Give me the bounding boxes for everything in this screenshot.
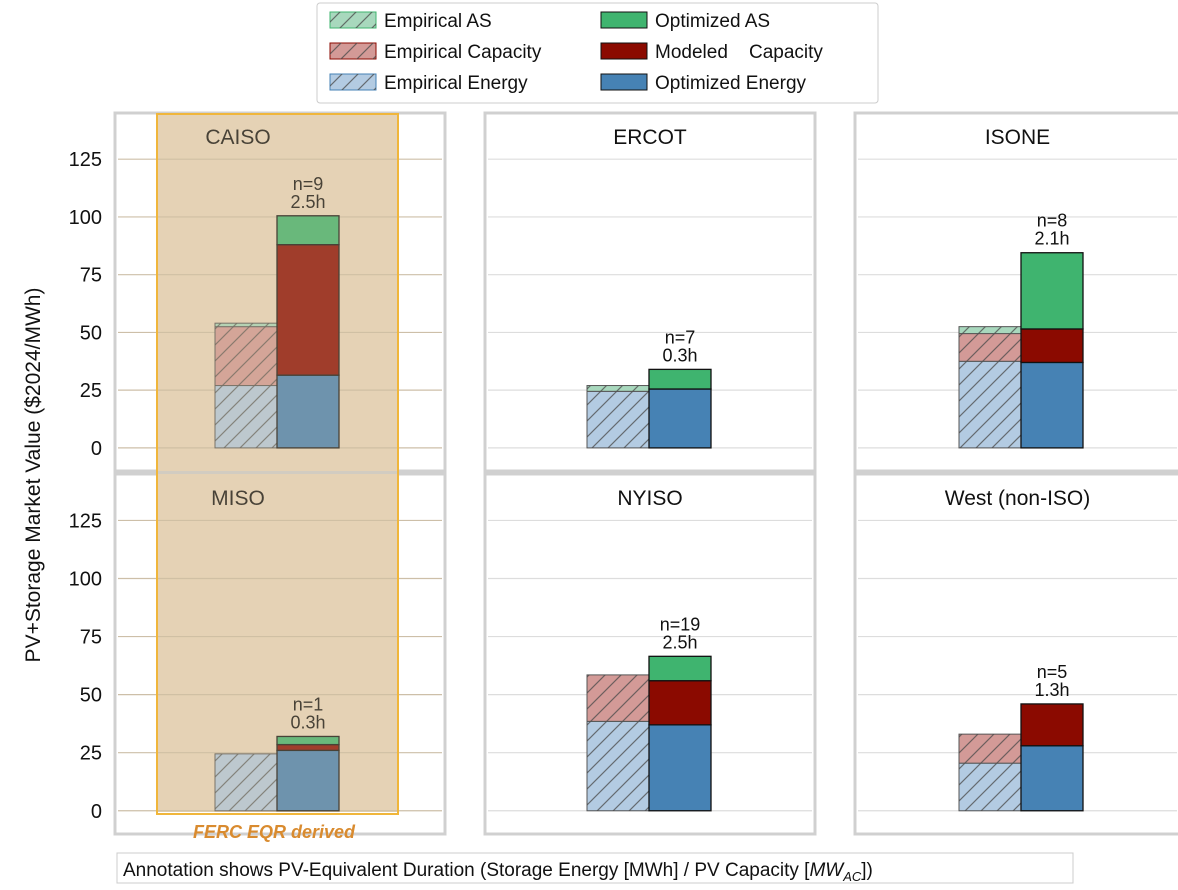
panel-caiso: CAISO n=92.5h [113, 111, 447, 473]
bar-empirical-energy-hatch [959, 361, 1021, 448]
footnote-unit-sub: AC [842, 869, 862, 884]
annotation-n: n=8 [1037, 211, 1068, 231]
panel-title: ERCOT [613, 126, 687, 149]
legend-item-empirical-as: Empirical AS [329, 11, 492, 32]
bar-optimized-capacity [648, 680, 712, 726]
y-tick-label: 0 [91, 438, 102, 460]
y-tick-label: 25 [80, 380, 102, 402]
bar-empirical-energy-hatch [959, 763, 1021, 811]
legend-swatch-optimized-as [600, 11, 648, 29]
bar-optimized-as [648, 368, 712, 390]
panel-west-non-iso: West (non-ISO) n=51.3h [853, 472, 1178, 836]
y-tick-label: 25 [80, 743, 102, 765]
bar-empirical-as-hatch [215, 323, 277, 327]
annotation-duration: 0.3h [662, 345, 697, 365]
legend-item-optimized-as: Optimized AS [600, 11, 770, 32]
bar-empirical-capacity-hatch [587, 674, 649, 722]
svg-text:Annotation shows PV-Equivalent: Annotation shows PV-Equivalent Duration … [123, 860, 873, 884]
legend-label-optimized-energy: Optimized Energy [655, 73, 807, 94]
bar-empirical-capacity-hatch [959, 333, 1021, 362]
bar-empirical-capacity-hatch [215, 326, 277, 386]
bar-empirical-as-hatch [587, 385, 649, 392]
annotation-duration: 2.5h [290, 192, 325, 212]
annotation-duration: 2.1h [1034, 229, 1069, 249]
y-tick-label: 75 [80, 265, 102, 287]
panels: CAISOn=92.5hERCOTn=70.3hISONEn=82.1hMISO… [113, 111, 1178, 836]
y-axis-label: PV+Storage Market Value ($2024/MWh) [22, 288, 45, 663]
y-tick-label: 100 [69, 207, 102, 229]
bar-empirical-capacity-hatch [959, 734, 1021, 764]
bar-empirical-energy-hatch [215, 753, 277, 811]
y-tick-label: 50 [80, 322, 102, 344]
footnote-unit: MW [809, 860, 845, 881]
y-tick-label: 75 [80, 627, 102, 649]
panel-miso: MISO n=10.3h [113, 472, 447, 836]
panel-title: MISO [211, 487, 265, 510]
legend-swatch-modeled-capacity [600, 42, 648, 60]
bar-optimized-energy [276, 749, 340, 812]
ferc-highlight-box [156, 113, 399, 815]
bar-optimized-as [276, 215, 340, 246]
annotation-n: n=1 [293, 694, 324, 714]
bar-optimized-capacity [276, 244, 340, 376]
bar-optimized-energy [648, 388, 712, 449]
legend-label-empirical-as: Empirical AS [384, 11, 492, 32]
legend-item-optimized-energy: Optimized Energy [600, 73, 807, 94]
panel-ercot: ERCOT n=70.3h [483, 111, 817, 473]
y-tick-label: 125 [69, 149, 102, 171]
bar-optimized-capacity [1020, 328, 1084, 364]
bar-optimized-as [648, 655, 712, 682]
annotation-n: n=19 [660, 614, 701, 634]
bar-optimized-energy [648, 724, 712, 812]
legend-label-empirical-capacity: Empirical Capacity [384, 42, 542, 63]
bar-optimized-energy [276, 374, 340, 449]
bar-optimized-as [276, 735, 340, 746]
highlight-overlay [158, 115, 397, 812]
bar-optimized-capacity [1020, 703, 1084, 747]
annotation-duration: 0.3h [290, 712, 325, 732]
footnote-text: Annotation shows PV-Equivalent Duration … [123, 860, 810, 881]
legend-item-modeled-capacity: Modeled Capacity [600, 42, 823, 63]
bar-empirical-energy-hatch [215, 385, 277, 448]
annotation-n: n=9 [293, 174, 324, 194]
panel-title: CAISO [205, 126, 270, 149]
panel-title: NYISO [617, 487, 682, 510]
annotation-duration: 1.3h [1034, 680, 1069, 700]
bar-empirical-energy-hatch [587, 721, 649, 811]
annotation-n: n=5 [1037, 662, 1068, 682]
y-tick-label: 100 [69, 569, 102, 591]
panel-nyiso: NYISO n=192.5h [483, 472, 817, 836]
legend-label-optimized-as: Optimized AS [655, 11, 770, 32]
annotation-n: n=7 [665, 327, 696, 347]
legend: Empirical AS Empirical Capacity Empirica… [316, 2, 879, 104]
annotation-duration: 2.5h [662, 632, 697, 652]
panel-title: West (non-ISO) [945, 487, 1090, 510]
legend-label-empirical-energy: Empirical Energy [384, 73, 528, 94]
footnote-end: ]) [861, 860, 873, 881]
y-ticks: 0 25 50 75 100 125 0 25 50 75 100 125 [69, 149, 102, 823]
y-tick-label: 0 [91, 801, 102, 823]
legend-swatch-optimized-energy [600, 73, 648, 91]
legend-label-modeled-capacity: Modeled Capacity [655, 42, 823, 63]
bar-empirical-as-hatch [959, 326, 1021, 334]
bar-optimized-as [1020, 252, 1084, 330]
legend-item-empirical-energy: Empirical Energy [329, 73, 528, 94]
y-tick-label: 50 [80, 685, 102, 707]
y-tick-label: 125 [69, 510, 102, 532]
panel-title: ISONE [985, 126, 1050, 149]
panel-isone: ISONE n=82.1h [853, 111, 1178, 473]
bar-optimized-energy [1020, 361, 1084, 449]
footnote: Annotation shows PV-Equivalent Duration … [116, 852, 1074, 884]
bar-optimized-energy [1020, 745, 1084, 812]
bar-empirical-energy-hatch [587, 391, 649, 448]
legend-item-empirical-capacity: Empirical Capacity [329, 42, 542, 63]
ferc-highlight-label: FERC EQR derived [193, 822, 356, 842]
